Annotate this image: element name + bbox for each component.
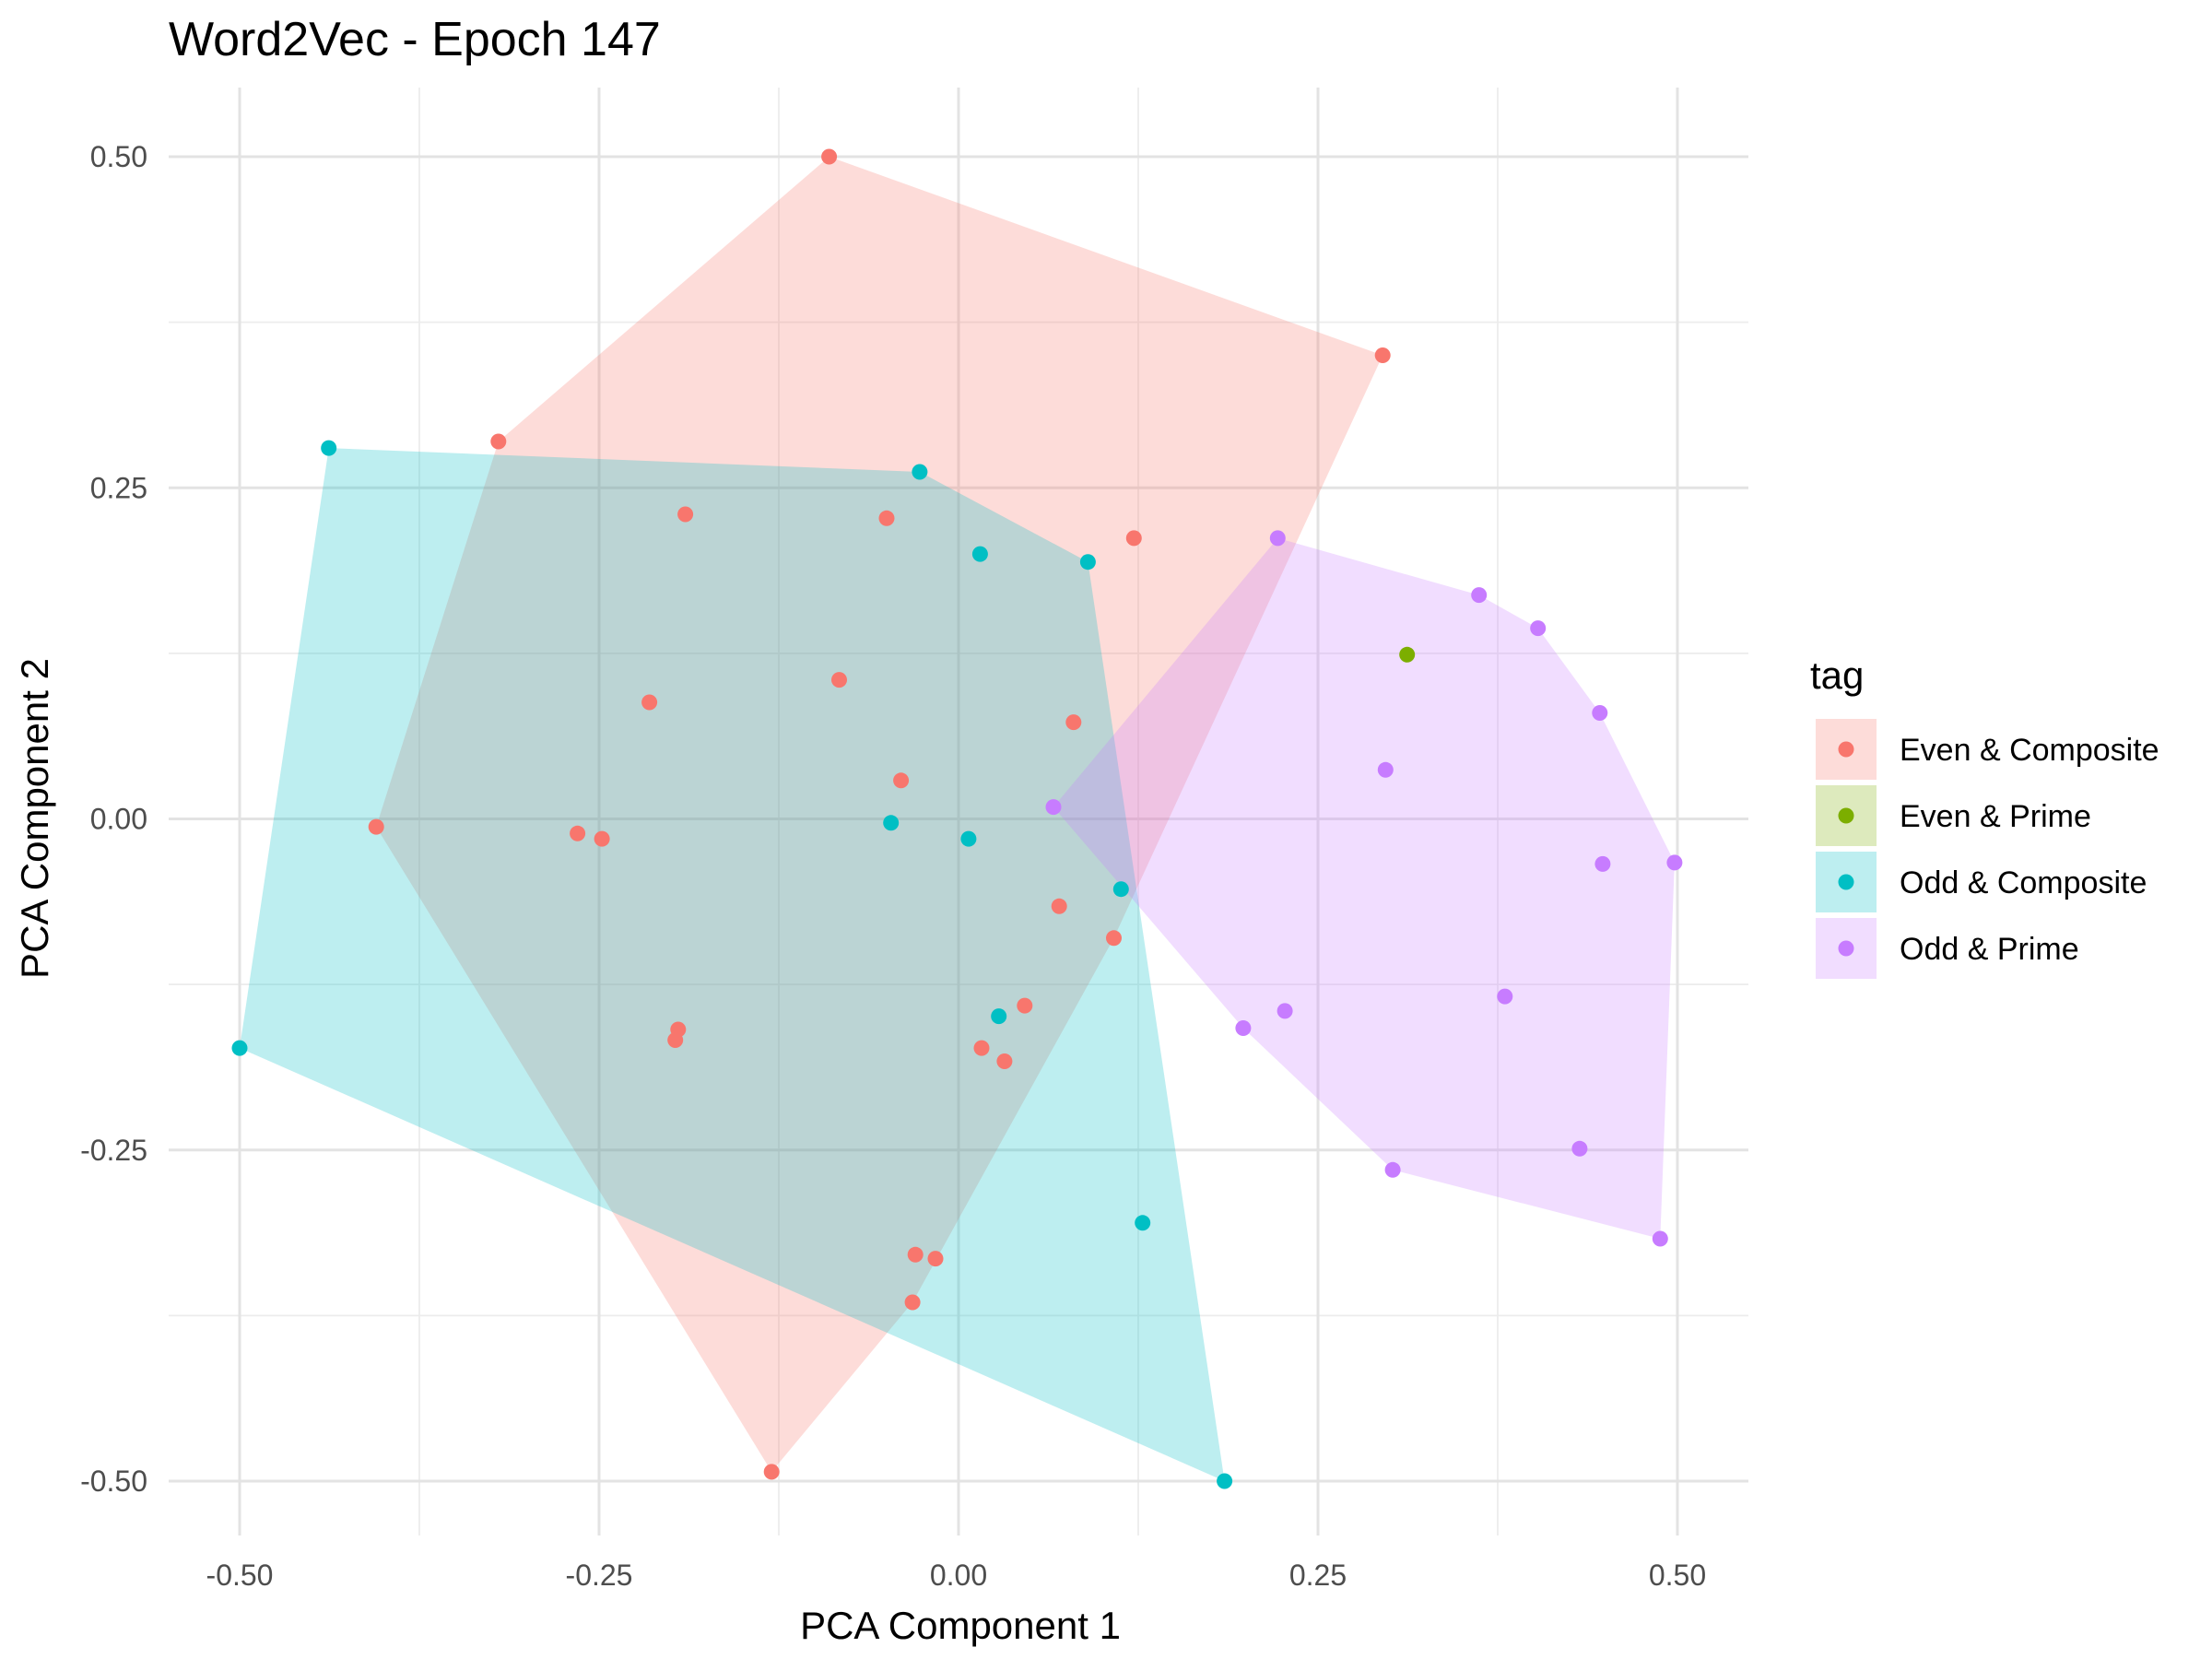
x-tick-label: -0.25 <box>566 1559 633 1592</box>
point-odd-prime <box>1277 1003 1293 1019</box>
legend-dot-even-composite <box>1838 741 1854 758</box>
y-tick-label: 0.50 <box>90 140 147 173</box>
point-even-prime <box>1399 646 1416 663</box>
x-tick-label: 0.50 <box>1649 1559 1706 1592</box>
hull-layer <box>240 157 1675 1482</box>
point-odd-prime <box>1666 854 1683 871</box>
point-even-composite <box>1374 347 1391 363</box>
point-even-composite <box>490 433 507 450</box>
point-odd-composite <box>991 1008 1007 1025</box>
x-tick-label: 0.00 <box>930 1559 987 1592</box>
point-even-composite <box>893 772 910 789</box>
point-even-composite <box>878 510 895 526</box>
point-odd-composite <box>912 464 928 480</box>
legend-title: tag <box>1810 653 1864 697</box>
point-odd-composite <box>231 1040 248 1056</box>
points-layer <box>231 148 1683 1489</box>
point-odd-composite <box>1135 1215 1151 1231</box>
legend-label-even-composite: Even & Composite <box>1900 733 2159 768</box>
point-even-composite <box>641 694 658 711</box>
hull-odd-composite <box>240 448 1225 1482</box>
point-odd-prime <box>1045 799 1062 816</box>
y-axis-title: PCA Component 2 <box>13 658 56 979</box>
point-even-composite <box>594 830 610 847</box>
point-odd-composite <box>321 440 337 456</box>
legend-label-odd-composite: Odd & Composite <box>1900 865 2147 900</box>
y-tick-label: 0.25 <box>90 471 147 504</box>
hull-odd-prime <box>1053 537 1675 1239</box>
x-tick-label: 0.25 <box>1289 1559 1347 1592</box>
point-odd-prime <box>1652 1230 1668 1247</box>
point-even-composite <box>1051 898 1067 914</box>
point-even-composite <box>904 1294 921 1311</box>
point-odd-prime <box>1384 1161 1401 1178</box>
legend-label-odd-prime: Odd & Prime <box>1900 932 2079 967</box>
point-odd-prime <box>1594 855 1611 872</box>
point-odd-composite <box>1112 881 1129 898</box>
point-odd-prime <box>1592 705 1608 721</box>
point-even-composite <box>973 1040 990 1056</box>
point-odd-composite <box>1217 1473 1233 1489</box>
y-tick-label: -0.25 <box>80 1134 147 1167</box>
chart-title: Word2Vec - Epoch 147 <box>169 13 661 66</box>
legend-dot-odd-composite <box>1838 874 1854 890</box>
point-odd-prime <box>1497 988 1513 1005</box>
point-even-composite <box>677 506 694 523</box>
point-even-composite <box>831 672 847 688</box>
point-odd-prime <box>1530 620 1547 637</box>
point-even-composite <box>1106 930 1122 947</box>
point-odd-composite <box>1079 554 1096 571</box>
point-even-composite <box>996 1053 1013 1069</box>
legend-label-even-prime: Even & Prime <box>1900 799 2091 834</box>
x-tick-label: -0.50 <box>206 1559 274 1592</box>
point-odd-prime <box>1571 1140 1588 1157</box>
legend-dot-even-prime <box>1838 807 1854 824</box>
point-odd-prime <box>1471 587 1488 604</box>
point-odd-prime <box>1377 761 1394 778</box>
point-even-composite <box>368 818 384 835</box>
point-even-composite <box>1017 997 1033 1014</box>
y-tick-labels: -0.50 -0.25 0.00 0.25 0.50 <box>80 140 147 1498</box>
point-even-composite <box>821 148 838 165</box>
grid <box>169 88 1748 1535</box>
x-tick-labels: -0.50 -0.25 0.00 0.25 0.50 <box>206 1559 1707 1592</box>
point-even-composite <box>667 1032 684 1048</box>
point-even-composite <box>763 1464 780 1480</box>
point-even-composite <box>1065 714 1082 731</box>
y-tick-label: -0.50 <box>80 1465 147 1498</box>
point-odd-prime <box>1235 1020 1252 1036</box>
x-axis-title: PCA Component 1 <box>800 1604 1121 1647</box>
point-odd-composite <box>971 546 988 562</box>
point-even-composite <box>907 1246 924 1263</box>
point-odd-prime <box>1269 530 1286 547</box>
point-odd-composite <box>883 815 900 831</box>
y-tick-label: 0.00 <box>90 803 147 836</box>
point-odd-composite <box>960 830 977 847</box>
legend-dot-odd-prime <box>1838 940 1854 957</box>
point-even-composite <box>1125 530 1142 547</box>
legend: tag Even & Composite Even & Prime Odd & Co… <box>1810 653 2159 979</box>
hull-even-composite <box>376 157 1383 1472</box>
point-even-composite <box>927 1251 944 1267</box>
point-even-composite <box>570 825 586 841</box>
